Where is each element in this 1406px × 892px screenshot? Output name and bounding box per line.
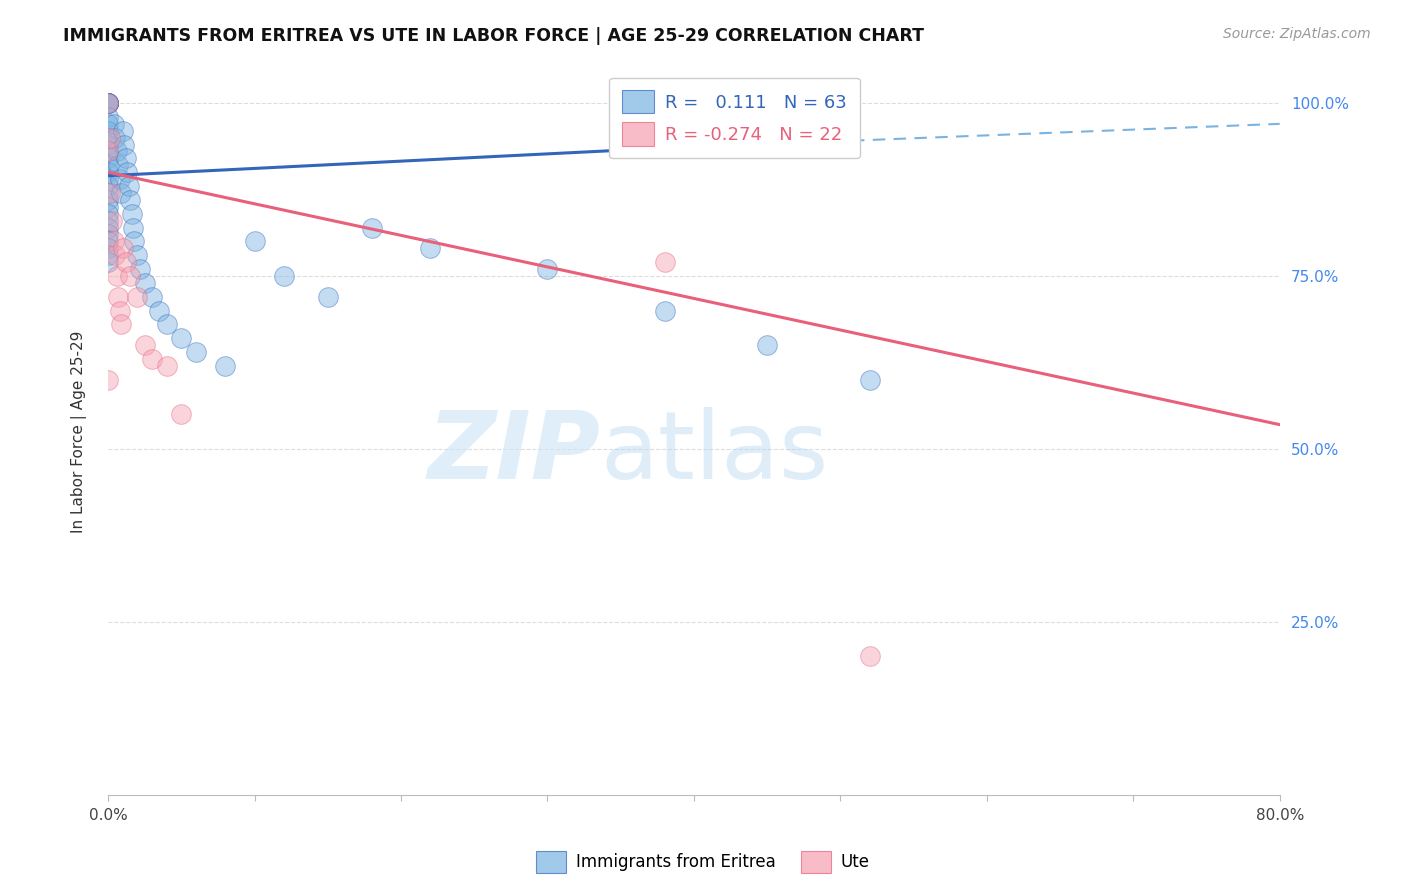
Point [101,213,124,227]
Point [97,96,120,111]
Point [97,200,120,214]
Point [97,96,120,111]
Point [97,96,120,111]
Point [105,268,128,283]
Point [103,117,125,131]
Point [114,152,136,166]
Point [97,96,120,111]
Point [756,338,779,352]
Legend: R =   0.111   N = 63, R = -0.274   N = 22: R = 0.111 N = 63, R = -0.274 N = 22 [609,78,859,158]
Point [97,145,120,159]
Point [97,96,120,111]
Point [111,241,134,255]
Point [360,220,382,235]
Point [103,235,125,249]
Point [97,373,120,387]
Point [97,137,120,152]
Point [108,172,131,186]
Point [97,235,120,249]
Point [129,262,152,277]
Point [273,268,295,283]
Point [419,241,441,255]
Point [141,351,163,366]
Point [97,248,120,262]
Point [148,303,170,318]
Point [107,290,129,304]
Point [97,220,120,235]
Point [97,96,120,111]
Point [98,186,121,200]
Point [124,235,146,249]
Point [97,255,120,269]
Point [97,117,120,131]
Point [97,96,120,111]
Point [97,193,120,207]
Point [214,359,236,373]
Point [118,268,141,283]
Point [108,303,131,318]
Point [156,318,179,332]
Point [134,338,156,352]
Point [97,124,120,138]
Point [111,124,134,138]
Point [118,193,141,207]
Point [536,262,558,277]
Point [97,172,120,186]
Point [121,207,143,221]
Point [127,248,149,262]
Point [170,331,193,345]
Text: ZIP: ZIP [427,408,600,500]
Point [117,179,139,194]
Point [97,186,120,200]
Point [114,255,136,269]
Legend: Immigrants from Eritrea, Ute: Immigrants from Eritrea, Ute [530,845,876,880]
Point [104,130,127,145]
Point [859,649,882,664]
Point [98,130,121,145]
Point [97,207,120,221]
Point [112,137,135,152]
Point [97,213,120,227]
Point [97,152,120,166]
Point [97,227,120,242]
Point [122,220,145,235]
Point [97,96,120,111]
Point [97,241,120,255]
Point [97,110,120,124]
Text: atlas: atlas [600,408,828,500]
Point [184,345,207,359]
Y-axis label: In Labor Force | Age 25-29: In Labor Force | Age 25-29 [72,330,87,533]
Point [134,276,156,290]
Point [104,248,127,262]
Text: IMMIGRANTS FROM ERITREA VS UTE IN LABOR FORCE | AGE 25-29 CORRELATION CHART: IMMIGRANTS FROM ERITREA VS UTE IN LABOR … [63,27,924,45]
Point [115,165,138,179]
Point [97,158,120,172]
Point [97,145,120,159]
Point [170,407,193,421]
Point [105,145,128,159]
Point [654,303,676,318]
Point [156,359,179,373]
Point [97,165,120,179]
Point [243,235,266,249]
Point [316,290,339,304]
Point [97,96,120,111]
Point [654,255,676,269]
Text: Source: ZipAtlas.com: Source: ZipAtlas.com [1223,27,1371,41]
Point [859,373,882,387]
Point [127,290,149,304]
Point [110,186,132,200]
Point [107,158,129,172]
Point [97,179,120,194]
Point [97,130,120,145]
Point [141,290,163,304]
Point [110,318,132,332]
